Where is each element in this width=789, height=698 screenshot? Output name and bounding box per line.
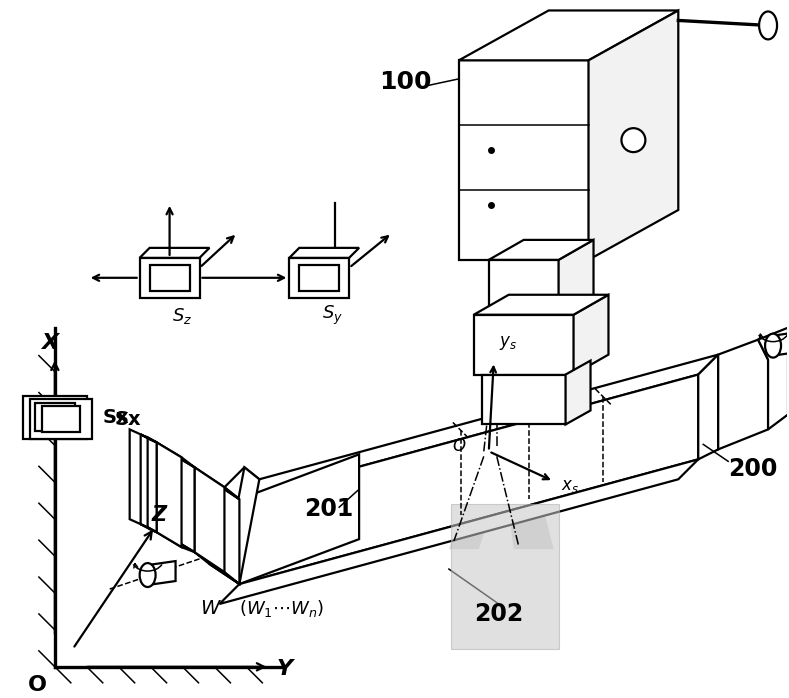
Polygon shape xyxy=(224,468,260,584)
Text: 201: 201 xyxy=(305,497,353,521)
Text: Z: Z xyxy=(152,505,167,525)
Polygon shape xyxy=(474,315,574,375)
Polygon shape xyxy=(140,248,209,258)
Polygon shape xyxy=(30,399,92,440)
Polygon shape xyxy=(559,240,593,315)
Text: $S_z$: $S_z$ xyxy=(173,306,193,326)
Polygon shape xyxy=(140,434,156,443)
Polygon shape xyxy=(239,375,698,584)
Polygon shape xyxy=(290,258,349,298)
Polygon shape xyxy=(497,419,554,549)
Polygon shape xyxy=(290,248,359,258)
Polygon shape xyxy=(148,438,156,532)
Polygon shape xyxy=(574,295,608,375)
Text: $O$: $O$ xyxy=(452,438,467,455)
Polygon shape xyxy=(156,532,195,552)
Text: 200: 200 xyxy=(728,457,777,482)
Text: O: O xyxy=(28,675,47,695)
Polygon shape xyxy=(482,375,566,424)
Text: 202: 202 xyxy=(474,602,523,626)
Polygon shape xyxy=(195,552,239,584)
Polygon shape xyxy=(156,443,195,468)
Polygon shape xyxy=(566,361,590,424)
Polygon shape xyxy=(35,403,75,431)
Polygon shape xyxy=(219,459,698,604)
Text: X: X xyxy=(41,333,58,352)
Text: 100: 100 xyxy=(379,70,432,94)
Ellipse shape xyxy=(759,11,777,39)
Text: $W$: $W$ xyxy=(200,600,222,618)
Polygon shape xyxy=(23,396,87,440)
Polygon shape xyxy=(129,429,140,524)
Polygon shape xyxy=(449,419,521,549)
Polygon shape xyxy=(195,468,224,572)
Polygon shape xyxy=(140,258,200,298)
Polygon shape xyxy=(758,327,788,429)
Polygon shape xyxy=(239,355,718,499)
Polygon shape xyxy=(239,454,359,584)
Text: $x_s$: $x_s$ xyxy=(561,477,578,496)
Ellipse shape xyxy=(140,563,155,587)
Polygon shape xyxy=(42,406,80,432)
Polygon shape xyxy=(459,10,679,60)
Polygon shape xyxy=(209,480,239,584)
Polygon shape xyxy=(299,265,339,291)
Polygon shape xyxy=(195,468,239,499)
Polygon shape xyxy=(698,355,718,459)
Polygon shape xyxy=(150,265,189,291)
Polygon shape xyxy=(170,452,195,552)
Polygon shape xyxy=(140,524,156,532)
Text: $y_s$: $y_s$ xyxy=(499,334,517,352)
Polygon shape xyxy=(156,443,181,547)
Polygon shape xyxy=(773,332,789,355)
Polygon shape xyxy=(488,260,559,315)
Text: Sx: Sx xyxy=(114,410,141,429)
Text: $S_y$: $S_y$ xyxy=(322,304,342,327)
Text: Y: Y xyxy=(276,659,293,679)
Polygon shape xyxy=(589,10,679,260)
Text: Sx: Sx xyxy=(103,408,129,427)
Polygon shape xyxy=(459,60,589,260)
Circle shape xyxy=(622,128,645,152)
Polygon shape xyxy=(718,340,768,450)
Polygon shape xyxy=(224,468,260,499)
Polygon shape xyxy=(148,561,176,585)
Polygon shape xyxy=(488,240,593,260)
Ellipse shape xyxy=(765,334,781,357)
Polygon shape xyxy=(451,504,559,649)
Polygon shape xyxy=(474,295,608,315)
Text: $(W_1\cdots W_n)$: $(W_1\cdots W_n)$ xyxy=(239,598,324,619)
